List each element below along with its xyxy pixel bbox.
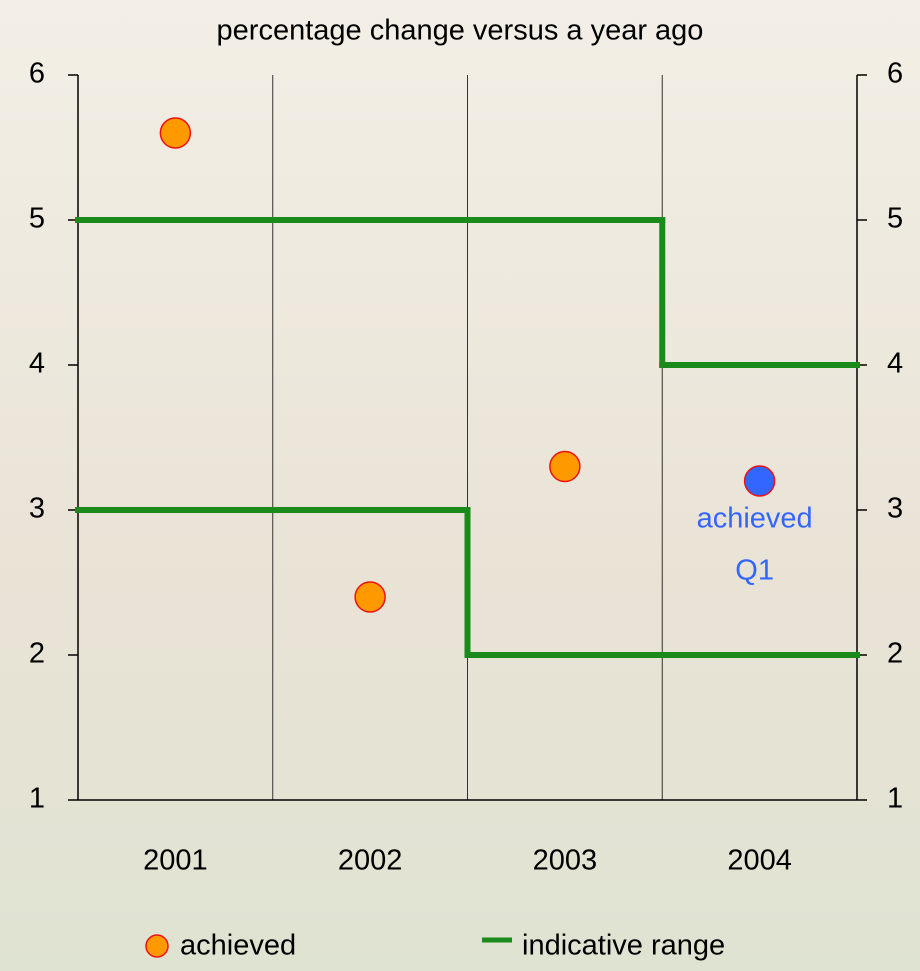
chart-title: percentage change versus a year ago <box>217 15 704 47</box>
y-tick-label: 3 <box>29 493 45 525</box>
y-tick-label: 2 <box>29 638 45 670</box>
y2-tick-label: 4 <box>887 348 903 380</box>
annotation-label: achieved <box>697 503 813 535</box>
legend-marker <box>146 935 168 957</box>
y2-tick-label: 2 <box>887 638 903 670</box>
background <box>0 0 920 971</box>
y-tick-label: 4 <box>29 348 45 380</box>
legend-label: achieved <box>180 930 296 962</box>
y2-tick-label: 6 <box>887 58 903 90</box>
x-tick-label: 2003 <box>533 845 598 877</box>
y-tick-label: 1 <box>29 783 45 815</box>
y2-tick-label: 3 <box>887 493 903 525</box>
x-tick-label: 2004 <box>727 845 792 877</box>
x-tick-label: 2002 <box>338 845 403 877</box>
annotation-label: Q1 <box>735 555 774 587</box>
chart: percentage change versus a year ago 1 2 3 4… <box>0 0 920 971</box>
y-tick-label: 5 <box>29 203 45 235</box>
annotation-dot <box>745 466 775 496</box>
dot <box>550 452 580 482</box>
y-tick-label: 6 <box>29 58 45 90</box>
dot <box>355 582 385 612</box>
legend-label: indicative range <box>522 930 725 962</box>
y2-tick-label: 1 <box>887 783 903 815</box>
y2-tick-label: 5 <box>887 203 903 235</box>
dot <box>160 118 190 148</box>
x-tick-label: 2001 <box>143 845 208 877</box>
